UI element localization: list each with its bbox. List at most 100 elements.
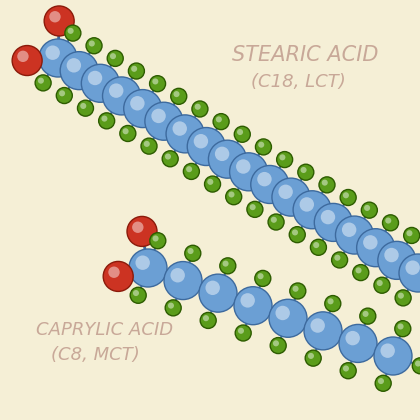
Circle shape bbox=[384, 248, 399, 262]
Circle shape bbox=[334, 255, 340, 261]
Circle shape bbox=[44, 6, 74, 36]
Circle shape bbox=[257, 172, 272, 186]
Circle shape bbox=[353, 265, 369, 281]
Circle shape bbox=[171, 268, 185, 283]
Circle shape bbox=[194, 134, 208, 148]
Circle shape bbox=[67, 58, 81, 73]
Circle shape bbox=[129, 249, 167, 287]
Circle shape bbox=[332, 252, 348, 268]
Circle shape bbox=[375, 375, 391, 391]
Circle shape bbox=[59, 90, 65, 96]
Circle shape bbox=[38, 78, 44, 84]
Circle shape bbox=[234, 126, 250, 142]
Circle shape bbox=[133, 290, 139, 296]
Circle shape bbox=[109, 84, 123, 98]
Circle shape bbox=[223, 260, 228, 267]
Circle shape bbox=[216, 116, 222, 123]
Circle shape bbox=[272, 178, 310, 216]
Circle shape bbox=[230, 153, 268, 191]
Circle shape bbox=[268, 214, 284, 230]
Circle shape bbox=[269, 299, 307, 337]
Circle shape bbox=[226, 189, 242, 205]
Circle shape bbox=[346, 331, 360, 345]
Circle shape bbox=[144, 141, 150, 147]
Circle shape bbox=[238, 328, 244, 334]
Circle shape bbox=[385, 218, 391, 223]
Circle shape bbox=[49, 11, 60, 22]
Circle shape bbox=[273, 340, 279, 346]
Circle shape bbox=[184, 163, 199, 179]
Circle shape bbox=[110, 53, 116, 59]
Circle shape bbox=[377, 280, 383, 286]
Circle shape bbox=[131, 66, 137, 72]
Circle shape bbox=[187, 248, 194, 254]
Circle shape bbox=[56, 87, 72, 104]
Circle shape bbox=[199, 274, 237, 312]
Circle shape bbox=[255, 270, 271, 286]
Circle shape bbox=[123, 128, 129, 134]
Circle shape bbox=[277, 152, 293, 168]
Circle shape bbox=[165, 300, 181, 316]
Circle shape bbox=[343, 192, 349, 198]
Text: CAPRYLIC ACID: CAPRYLIC ACID bbox=[37, 321, 173, 339]
Circle shape bbox=[398, 293, 404, 299]
Circle shape bbox=[124, 89, 162, 128]
Circle shape bbox=[279, 154, 286, 160]
Circle shape bbox=[39, 39, 77, 77]
Circle shape bbox=[293, 191, 331, 229]
Circle shape bbox=[228, 192, 234, 197]
Circle shape bbox=[171, 88, 187, 104]
Circle shape bbox=[299, 197, 314, 212]
Circle shape bbox=[342, 223, 357, 237]
Circle shape bbox=[395, 290, 411, 306]
Circle shape bbox=[150, 233, 166, 249]
Circle shape bbox=[235, 325, 251, 341]
Circle shape bbox=[364, 205, 370, 211]
Circle shape bbox=[399, 254, 420, 292]
Circle shape bbox=[301, 167, 307, 173]
Circle shape bbox=[127, 216, 157, 247]
Circle shape bbox=[257, 273, 264, 279]
Circle shape bbox=[404, 228, 420, 244]
Polygon shape bbox=[5, 4, 415, 415]
Circle shape bbox=[305, 350, 321, 366]
Circle shape bbox=[89, 40, 95, 47]
Circle shape bbox=[378, 241, 416, 279]
Circle shape bbox=[108, 267, 120, 278]
Circle shape bbox=[383, 215, 399, 231]
Circle shape bbox=[194, 104, 201, 110]
Circle shape bbox=[102, 77, 141, 115]
Circle shape bbox=[340, 189, 356, 205]
Circle shape bbox=[164, 262, 202, 299]
Circle shape bbox=[255, 139, 271, 155]
Circle shape bbox=[249, 204, 256, 210]
Circle shape bbox=[130, 287, 146, 303]
Circle shape bbox=[80, 103, 86, 109]
Circle shape bbox=[99, 113, 115, 129]
Circle shape bbox=[258, 142, 264, 148]
Circle shape bbox=[208, 140, 247, 178]
Circle shape bbox=[65, 25, 81, 41]
Circle shape bbox=[215, 147, 229, 161]
Circle shape bbox=[343, 365, 349, 372]
Circle shape bbox=[185, 245, 201, 261]
Circle shape bbox=[136, 255, 150, 270]
Circle shape bbox=[270, 338, 286, 354]
Circle shape bbox=[415, 360, 420, 367]
Circle shape bbox=[339, 324, 377, 362]
Circle shape bbox=[86, 38, 102, 54]
Circle shape bbox=[340, 363, 356, 379]
Circle shape bbox=[12, 45, 42, 76]
Circle shape bbox=[220, 258, 236, 274]
Circle shape bbox=[234, 287, 272, 325]
Circle shape bbox=[395, 321, 411, 337]
Circle shape bbox=[321, 210, 335, 224]
Circle shape bbox=[247, 201, 263, 218]
Circle shape bbox=[165, 153, 171, 160]
Circle shape bbox=[407, 230, 412, 236]
Circle shape bbox=[278, 184, 293, 199]
Circle shape bbox=[152, 79, 158, 84]
Circle shape bbox=[412, 358, 420, 374]
Circle shape bbox=[325, 296, 341, 312]
Circle shape bbox=[107, 50, 123, 66]
